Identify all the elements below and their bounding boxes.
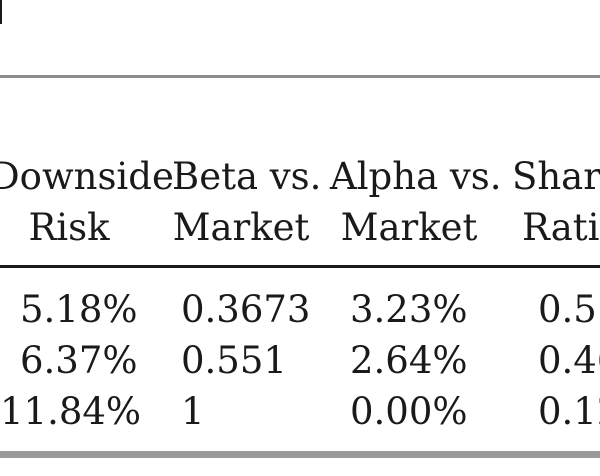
page-edge-mark — [0, 0, 2, 24]
cell-alpha-row3: 0.00% — [350, 390, 468, 433]
header-sharpe-line1: Sharp — [512, 155, 600, 198]
cell-beta-row1: 0.3673 — [181, 288, 311, 331]
cell-downside-row2: 6.37% — [20, 339, 138, 382]
header-alpha-line1: Alpha vs. — [330, 155, 502, 198]
header-sharpe-line2: Ratio — [522, 206, 600, 249]
cell-downside-row3: 11.84% — [0, 390, 142, 433]
header-downside-line2: Risk — [28, 206, 110, 249]
table-bottom-rule — [0, 451, 600, 458]
cell-beta-row3: 1 — [181, 390, 205, 433]
header-beta-line1: Beta vs. — [172, 155, 322, 198]
header-downside-line1: Downside — [0, 155, 174, 198]
cell-beta-row2: 0.551 — [181, 339, 287, 382]
cell-downside-row1: 5.18% — [20, 288, 138, 331]
cell-sharpe-row3: 0.12 — [538, 390, 600, 433]
table-top-rule — [0, 75, 600, 78]
header-beta-line2: Market — [172, 206, 310, 249]
cell-sharpe-row1: 0.51 — [538, 288, 600, 331]
header-separator-rule — [0, 265, 600, 268]
cell-sharpe-row2: 0.46 — [538, 339, 600, 382]
cell-alpha-row2: 2.64% — [350, 339, 468, 382]
header-alpha-line2: Market — [340, 206, 478, 249]
cell-alpha-row1: 3.23% — [350, 288, 468, 331]
